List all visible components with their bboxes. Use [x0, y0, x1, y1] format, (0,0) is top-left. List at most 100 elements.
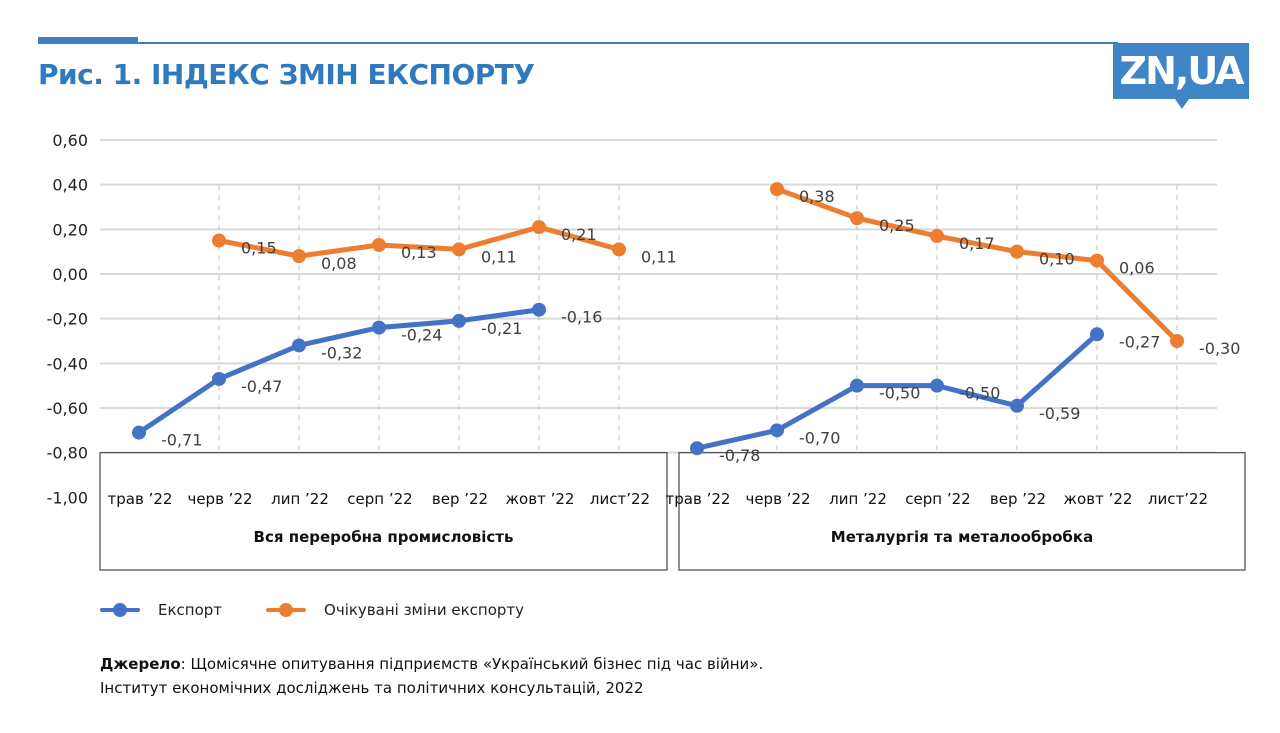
x-tick-label: жовт ’22 — [1064, 490, 1133, 508]
legend-item-expected[interactable]: Очікувані зміни експорту — [266, 601, 524, 619]
data-label: 0,21 — [561, 225, 597, 244]
data-point-export — [212, 371, 226, 386]
x-tick-label: жовт ’22 — [506, 490, 575, 508]
legend-swatch-expected — [266, 603, 307, 617]
data-label: 0,10 — [1039, 250, 1075, 269]
data-point-expected — [1170, 334, 1184, 348]
data-point-export — [292, 338, 306, 353]
x-tick-label: серп ’22 — [347, 490, 412, 508]
x-tick-label: лист’22 — [1148, 490, 1208, 508]
data-label: -0,27 — [1119, 332, 1160, 351]
data-label: -0,47 — [241, 377, 282, 396]
x-tick-label: лип ’22 — [271, 490, 329, 508]
data-label: -0,78 — [719, 446, 760, 465]
x-axis-tick-labels: трав ’22 черв ’22 лип ’22 серп ’22 вер ’22 жо… — [108, 490, 1209, 508]
data-label: -0,21 — [481, 319, 522, 338]
data-point-expected — [372, 237, 386, 252]
data-point-export — [770, 423, 784, 438]
y-tick-label: 0,40 — [52, 176, 88, 195]
series-line-export — [136, 307, 542, 436]
category-group-box — [678, 452, 1246, 571]
source-text-1: : Щомісячне опитування підприємств «Укра… — [180, 655, 764, 673]
data-point-expected — [292, 249, 306, 264]
data-point-export — [930, 378, 944, 393]
data-point-expected — [930, 229, 944, 244]
data-point-expected — [850, 211, 864, 226]
y-tick-label: -0,20 — [47, 310, 88, 329]
data-labels: -0,71 -0,47 -0,32 -0,24 -0,21 -0,16 0,15 0,08 0,… — [161, 187, 1240, 465]
x-tick-label: серп ’22 — [905, 490, 970, 508]
data-label: 0,15 — [241, 239, 277, 258]
data-point-expected — [1090, 253, 1104, 268]
y-tick-label: -0,40 — [47, 354, 88, 373]
y-tick-label: 0,00 — [52, 265, 88, 284]
x-tick-label: вер ’22 — [432, 490, 488, 508]
series-points — [132, 182, 1184, 456]
data-label: -0,70 — [799, 428, 840, 447]
data-point-export — [1090, 327, 1104, 342]
category-group-label: Металургія та металообробка — [831, 528, 1093, 546]
data-label: 0,08 — [321, 254, 357, 273]
data-label: 0,25 — [879, 216, 915, 235]
data-label: -0,16 — [561, 308, 602, 327]
chart-legend: Експорт Очікувані зміни експорту — [100, 598, 568, 622]
data-point-export — [532, 302, 546, 317]
data-label: 0,11 — [641, 247, 677, 266]
x-tick-label: трав ’22 — [108, 490, 173, 508]
data-label: 0,38 — [799, 187, 835, 206]
data-point-export — [132, 425, 146, 440]
series-line-expected — [774, 186, 1180, 344]
legend-item-export[interactable]: Експорт — [100, 601, 222, 619]
data-point-expected — [770, 182, 784, 197]
data-point-export — [452, 313, 466, 328]
data-point-export — [690, 441, 704, 456]
y-tick-label: -1,00 — [47, 488, 88, 507]
data-label: -0,30 — [1199, 339, 1240, 358]
header-rule — [138, 42, 1118, 44]
x-tick-label: черв ’22 — [187, 490, 252, 508]
data-label: 0,06 — [1119, 259, 1155, 278]
zn-ua-logo: ZN,UA — [1113, 43, 1249, 99]
y-tick-label: 0,20 — [52, 220, 88, 239]
source-note: Джерело: Щомісячне опитування підприємст… — [100, 652, 763, 700]
category-group-boxes — [99, 452, 1246, 571]
x-tick-label: вер ’22 — [990, 490, 1046, 508]
y-tick-label: -0,80 — [47, 444, 88, 463]
x-tick-label: трав ’22 — [666, 490, 731, 508]
x-tick-label: лист’22 — [590, 490, 650, 508]
data-point-export — [1010, 398, 1024, 413]
category-group-label: Вся переробна промисловість — [254, 528, 514, 546]
series-lines — [136, 186, 1180, 451]
data-point-export — [850, 378, 864, 393]
data-label: -0,50 — [959, 384, 1000, 403]
category-group-labels: Вся переробна промисловість Металургія та… — [254, 528, 1094, 546]
y-tick-label: 0,60 — [52, 131, 88, 150]
legend-swatch-export — [100, 603, 140, 617]
data-label: -0,59 — [1039, 404, 1080, 423]
data-point-export — [372, 320, 386, 335]
data-label: -0,50 — [879, 384, 920, 403]
y-axis-tick-labels: 0,60 0,40 0,20 0,00 -0,20 -0,40 -0,60 -0,80 -1,0… — [47, 131, 88, 507]
data-label: -0,24 — [401, 326, 442, 345]
data-label: -0,71 — [161, 431, 202, 450]
data-point-expected — [532, 220, 546, 235]
data-label: 0,11 — [481, 247, 517, 266]
data-label: 0,17 — [959, 234, 995, 253]
y-tick-label: -0,60 — [47, 399, 88, 418]
category-group-box — [99, 452, 668, 571]
legend-label-expected: Очікувані зміни експорту — [324, 601, 525, 619]
header-accent-bar — [38, 37, 138, 44]
data-point-expected — [1010, 244, 1024, 259]
data-label: -0,32 — [321, 343, 362, 362]
export-index-chart: 0,60 0,40 0,20 0,00 -0,20 -0,40 -0,60 -0,80 -1,0… — [47, 131, 1246, 571]
legend-label-export: Експорт — [158, 601, 223, 619]
x-tick-label: черв ’22 — [745, 490, 810, 508]
data-point-expected — [612, 242, 626, 257]
series-line-export — [694, 331, 1100, 451]
source-line-1: Джерело: Щомісячне опитування підприємст… — [100, 652, 763, 676]
data-label: 0,13 — [401, 243, 437, 262]
data-point-expected — [452, 242, 466, 257]
x-tick-label: лип ’22 — [829, 490, 887, 508]
series-line-expected — [216, 224, 622, 259]
page-title: Рис. 1. ІНДЕКС ЗМІН ЕКСПОРТУ — [38, 58, 535, 91]
